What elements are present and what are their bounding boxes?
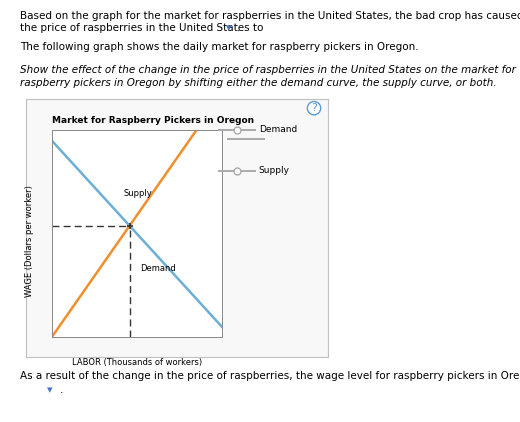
- Text: Supply: Supply: [258, 166, 290, 175]
- Text: Market for Raspberry Pickers in Oregon: Market for Raspberry Pickers in Oregon: [51, 116, 254, 125]
- Text: ▾: ▾: [226, 23, 232, 33]
- Text: Based on the graph for the market for raspberries in the United States, the bad : Based on the graph for the market for ra…: [20, 11, 520, 21]
- Text: LABOR (Thousands of workers): LABOR (Thousands of workers): [72, 358, 202, 367]
- Text: The following graph shows the daily market for raspberry pickers in Oregon.: The following graph shows the daily mark…: [20, 42, 419, 52]
- Text: Supply: Supply: [123, 189, 152, 198]
- Text: .: .: [237, 23, 240, 33]
- Text: Show the effect of the change in the price of raspberries in the United States o: Show the effect of the change in the pri…: [20, 65, 516, 76]
- Text: the price of raspberries in the United States to: the price of raspberries in the United S…: [20, 23, 263, 33]
- Text: ▾: ▾: [47, 385, 53, 395]
- Text: raspberry pickers in Oregon by shifting either the demand curve, the supply curv: raspberry pickers in Oregon by shifting …: [20, 78, 497, 88]
- Text: Demand: Demand: [140, 264, 176, 273]
- Text: Demand: Demand: [258, 125, 297, 134]
- Text: WAGE (Dollars per worker): WAGE (Dollars per worker): [25, 185, 34, 297]
- Text: ?: ?: [311, 103, 317, 113]
- Text: As a result of the change in the price of raspberries, the wage level for raspbe: As a result of the change in the price o…: [20, 371, 520, 381]
- Text: .: .: [60, 385, 63, 395]
